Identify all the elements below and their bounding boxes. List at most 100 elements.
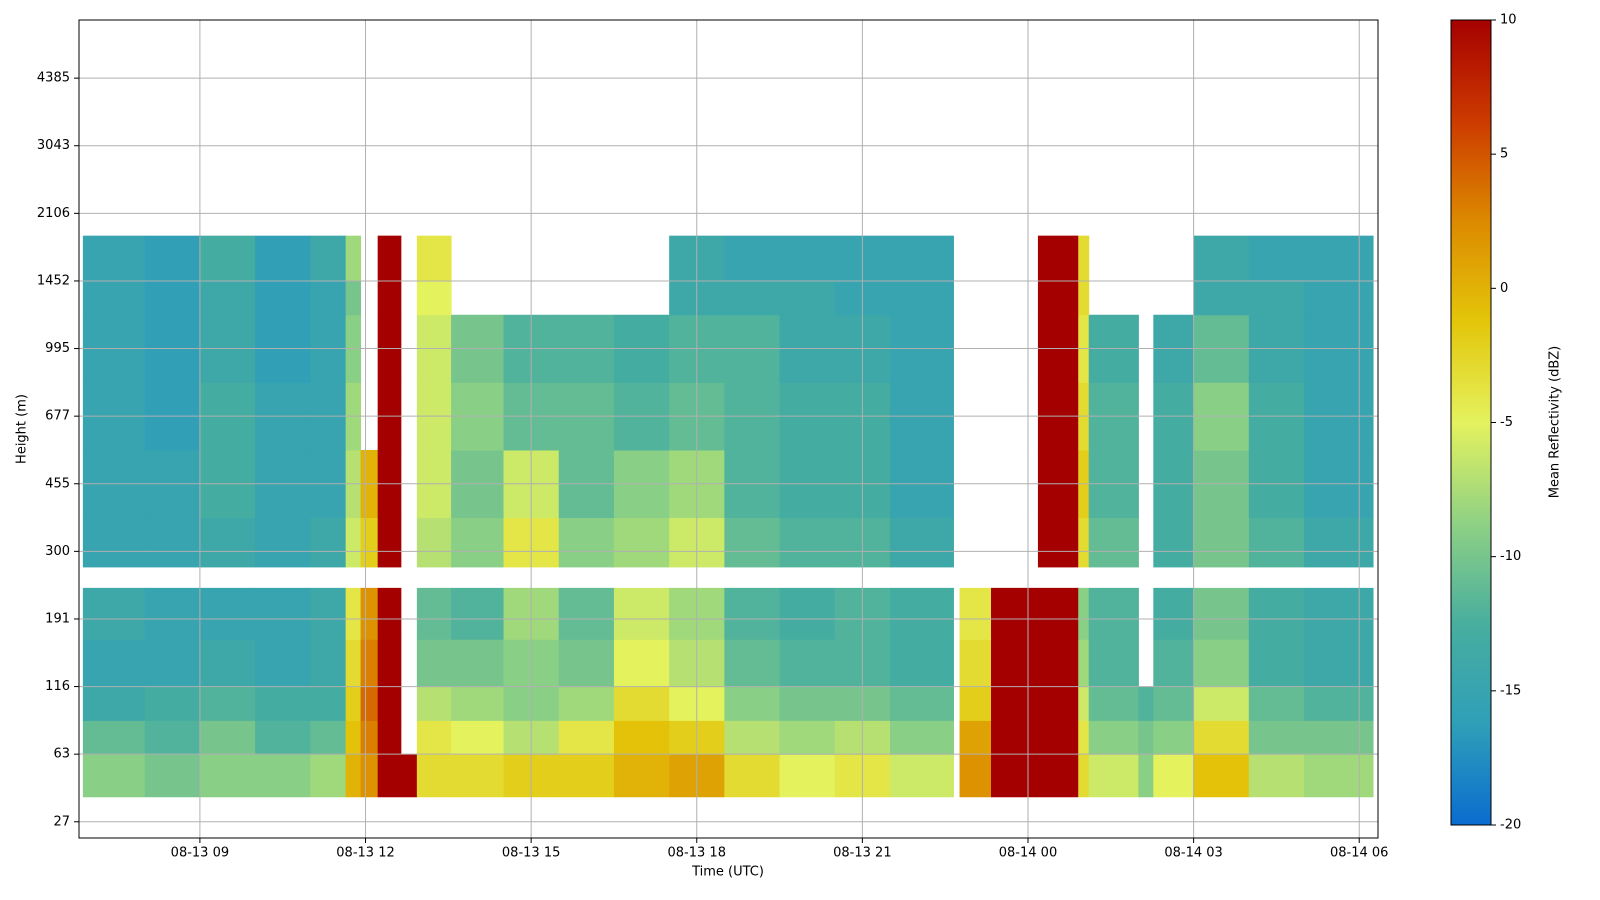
- cell: [377, 754, 402, 798]
- cell: [360, 720, 379, 755]
- cell: [558, 754, 615, 798]
- cell: [345, 280, 362, 316]
- cell: [451, 686, 505, 721]
- cell: [1304, 754, 1374, 798]
- y-tick-label: 3043: [37, 138, 70, 153]
- colorbar-label: Mean Reflectivity (dBZ): [1548, 346, 1563, 499]
- cell: [889, 686, 954, 721]
- y-tick-label: 2106: [37, 206, 70, 221]
- cell: [255, 587, 311, 640]
- cell: [255, 517, 311, 568]
- x-tick-label: 08-14 00: [999, 846, 1057, 861]
- cell: [451, 587, 505, 640]
- cell: [310, 587, 347, 640]
- cell: [377, 720, 402, 755]
- cell: [991, 587, 1039, 640]
- cell: [558, 639, 615, 688]
- cell: [558, 686, 615, 721]
- cell: [1304, 720, 1374, 755]
- cell: [82, 517, 146, 568]
- x-tick-label: 08-13 12: [336, 846, 394, 861]
- x-tick-label: 08-13 15: [502, 846, 560, 861]
- cell: [1193, 280, 1250, 316]
- cell: [451, 639, 505, 688]
- cell: [82, 280, 146, 316]
- heatmap: [82, 235, 1374, 798]
- cell: [959, 686, 992, 721]
- cell: [82, 720, 146, 755]
- y-tick-label: 191: [45, 611, 70, 626]
- cell: [889, 639, 954, 688]
- cell: [345, 517, 362, 568]
- cell: [1248, 639, 1305, 688]
- cell: [779, 280, 836, 316]
- cell: [144, 517, 201, 568]
- x-tick-label: 08-13 09: [171, 846, 229, 861]
- cell: [144, 639, 201, 688]
- cell: [82, 587, 146, 640]
- cell: [199, 754, 256, 798]
- cell: [1078, 517, 1090, 568]
- cell: [889, 517, 954, 568]
- y-tick-label: 677: [45, 409, 70, 424]
- cell: [255, 686, 311, 721]
- cell: [416, 587, 452, 640]
- cell: [377, 587, 402, 640]
- cell: [1088, 639, 1139, 688]
- cell: [1304, 235, 1374, 282]
- cell: [1304, 587, 1374, 640]
- y-axis-label: Height (m): [15, 394, 30, 464]
- colorbar-tick-label: -5: [1500, 415, 1513, 430]
- colorbar-tick-label: 10: [1500, 13, 1517, 28]
- cell: [613, 720, 670, 755]
- cell: [416, 686, 452, 721]
- y-tick-label: 995: [45, 341, 70, 356]
- cell: [255, 280, 311, 316]
- cell: [144, 720, 201, 755]
- cell: [199, 720, 256, 755]
- cell: [416, 720, 452, 755]
- cell: [199, 517, 256, 568]
- cell: [1078, 280, 1090, 316]
- cell: [724, 587, 781, 640]
- cell: [613, 754, 670, 798]
- cell: [360, 754, 379, 798]
- cell: [1037, 686, 1079, 721]
- cell: [416, 517, 452, 568]
- cell: [416, 280, 452, 316]
- cell: [377, 280, 402, 316]
- cell: [310, 720, 347, 755]
- cell: [377, 639, 402, 688]
- cell: [377, 235, 402, 282]
- cell: [144, 754, 201, 798]
- cell: [779, 517, 836, 568]
- cell: [1304, 639, 1374, 688]
- colorbar-tick-label: 0: [1500, 281, 1508, 296]
- cell: [779, 686, 836, 721]
- cell: [613, 686, 670, 721]
- cell: [1078, 235, 1090, 282]
- cell: [82, 235, 146, 282]
- cell: [1248, 587, 1305, 640]
- cell: [613, 639, 670, 688]
- cell: [377, 686, 402, 721]
- cell: [724, 639, 781, 688]
- cell: [779, 754, 836, 798]
- cell: [400, 754, 418, 798]
- cell: [613, 517, 670, 568]
- x-tick-label: 08-13 21: [833, 846, 891, 861]
- x-tick-label: 08-14 03: [1164, 846, 1222, 861]
- cell: [779, 587, 836, 640]
- cell: [1248, 720, 1305, 755]
- cell: [310, 639, 347, 688]
- cell: [416, 235, 452, 282]
- cell: [959, 720, 992, 755]
- cell: [1078, 686, 1090, 721]
- cell: [558, 587, 615, 640]
- cell: [199, 686, 256, 721]
- plot-frame: [78, 19, 1379, 839]
- cell: [199, 639, 256, 688]
- cell: [345, 686, 362, 721]
- cell: [1078, 754, 1090, 798]
- cell: [1037, 587, 1079, 640]
